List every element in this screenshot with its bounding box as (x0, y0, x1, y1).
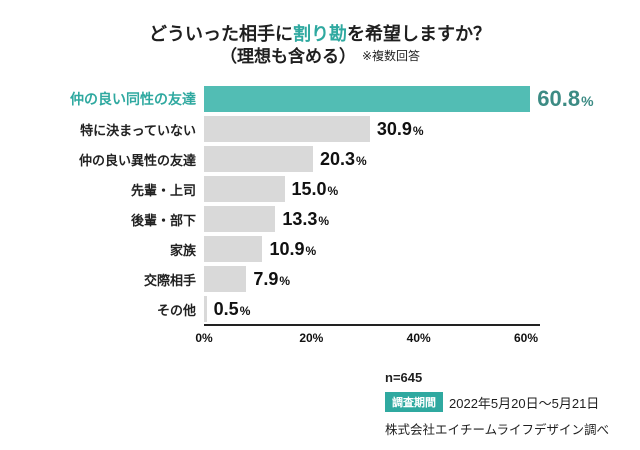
chart-row: 仲の良い異性の友達 20.3% (10, 144, 640, 174)
value-label: 20.3% (320, 150, 367, 168)
category-label: 仲の良い異性の友達 (78, 152, 196, 168)
bar-track: 60.8% (204, 86, 640, 113)
chart-row: その他 0.5% (10, 294, 640, 324)
survey-period-row: 調査期間 2022年5月20日〜5月21日 (385, 392, 609, 412)
footer: n=645 調査期間 2022年5月20日〜5月21日 株式会社エイチームライフ… (385, 370, 609, 438)
category-label: 家族 (169, 242, 196, 258)
bar-chart: 仲の良い同性の友達 60.8% 特に決まっていない 30.9% 仲の良い異性の友… (0, 84, 640, 324)
x-axis-tick: 0% (195, 331, 213, 346)
bar-track: 0.5% (204, 296, 640, 323)
bar (204, 236, 263, 263)
percent-sign: % (279, 274, 291, 289)
bar-track: 15.0% (204, 176, 640, 203)
category-label: 特に決まっていない (80, 122, 196, 138)
category-label: 仲の良い同性の友達 (70, 91, 196, 108)
x-axis-tick: 40% (406, 331, 431, 346)
value-number: 10.9 (269, 239, 305, 260)
chart-row: 先輩・上司 15.0% (10, 174, 640, 204)
percent-sign: % (412, 124, 424, 139)
x-axis-tick: 20% (299, 331, 324, 346)
bar (204, 116, 370, 143)
percent-sign: % (305, 244, 317, 259)
bar (204, 176, 285, 203)
multiple-answer-note: ※複数回答 (361, 49, 421, 64)
value-number: 13.3 (282, 209, 318, 230)
value-label: 60.8% (537, 88, 593, 110)
bar-track: 20.3% (204, 146, 640, 173)
x-axis-tick: 60% (513, 331, 539, 346)
chart-subtitle: （理想も含める） ※複数回答 (0, 46, 640, 68)
value-number: 15.0 (291, 179, 327, 200)
title-text-pre: どういった相手に (149, 24, 293, 44)
bar-track: 30.9% (204, 116, 640, 143)
value-number: 0.5 (213, 299, 239, 320)
percent-sign: % (581, 93, 594, 110)
percent-sign: % (239, 304, 251, 319)
bar-track: 7.9% (204, 266, 640, 293)
value-label: 7.9% (253, 270, 290, 288)
value-number: 30.9 (376, 119, 412, 140)
value-label: 10.9% (269, 240, 316, 258)
chart-row: 後輩・部下 13.3% (10, 204, 640, 234)
category-label: 先輩・上司 (130, 182, 196, 198)
category-label: その他 (156, 302, 196, 318)
value-label: 15.0% (292, 180, 339, 198)
chart-row: 仲の良い同性の友達 60.8% (10, 84, 640, 114)
percent-sign: % (318, 214, 330, 229)
chart-row: 特に決まっていない 30.9% (10, 114, 640, 144)
sample-size: n=645 (385, 370, 423, 385)
chart-row: 家族 10.9% (10, 234, 640, 264)
category-label: 後輩・部下 (130, 212, 196, 228)
value-number: 7.9 (253, 269, 279, 290)
survey-period-badge: 調査期間 (385, 392, 443, 412)
value-number: 60.8 (537, 86, 581, 112)
value-label: 13.3% (282, 210, 329, 228)
percent-sign: % (355, 154, 367, 169)
subtitle-text: （理想も含める） (219, 47, 356, 67)
category-label: 交際相手 (143, 272, 196, 288)
bar (204, 86, 531, 113)
chart-title: どういった相手に割り勘を希望しますか？ (0, 0, 640, 46)
title-text-post: を希望しますか？ (347, 24, 491, 44)
bar (204, 266, 247, 293)
bar-track: 10.9% (204, 236, 640, 263)
value-number: 20.3 (319, 149, 355, 170)
x-axis: 0% 20% 40% 60% (195, 324, 540, 352)
source-credit: 株式会社エイチームライフデザイン調べ (385, 423, 610, 437)
title-highlight: 割り勘 (293, 24, 347, 44)
bar (204, 206, 276, 233)
bar-track: 13.3% (204, 206, 640, 233)
value-label: 30.9% (377, 120, 424, 138)
chart-row: 交際相手 7.9% (10, 264, 640, 294)
value-label: 0.5% (214, 300, 251, 318)
survey-period-value: 2022年5月20日〜5月21日 (449, 395, 600, 411)
bar (204, 146, 313, 173)
bar (204, 296, 207, 323)
percent-sign: % (327, 184, 339, 199)
